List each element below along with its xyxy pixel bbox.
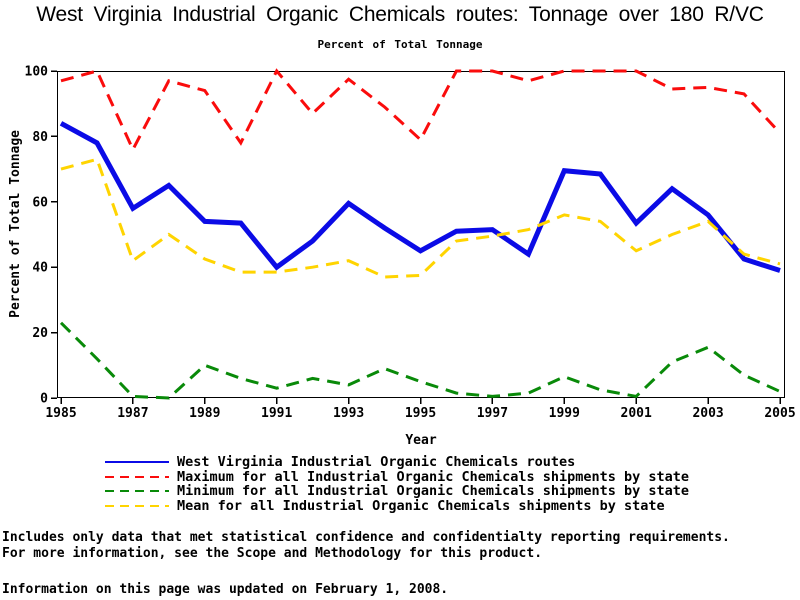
svg-text:0: 0: [40, 392, 48, 407]
svg-text:1999: 1999: [549, 406, 580, 421]
legend-item-label: Mean for all Industrial Organic Chemical…: [177, 498, 665, 515]
legend-item: Minimum for all Industrial Organic Chemi…: [104, 483, 690, 500]
legend-line-sample: [105, 490, 169, 493]
footnote-block: Includes only data that met statistical …: [2, 530, 730, 561]
svg-text:2001: 2001: [621, 406, 652, 421]
updated-note: Information on this page was updated on …: [2, 582, 449, 597]
footnote-line: For more information, see the Scope and …: [2, 545, 543, 561]
svg-text:100: 100: [25, 65, 49, 80]
svg-text:1997: 1997: [477, 406, 508, 421]
legend-item: West Virginia Industrial Organic Chemica…: [104, 454, 689, 471]
svg-text:80: 80: [32, 130, 48, 145]
svg-text:40: 40: [32, 261, 48, 276]
svg-text:1993: 1993: [333, 406, 364, 421]
legend-line-sample: [105, 475, 169, 478]
svg-text:20: 20: [32, 326, 48, 341]
legend-item-label: Maximum for all Industrial Organic Chemi…: [177, 468, 690, 485]
legend-item: Mean for all Industrial Organic Chemical…: [104, 498, 689, 515]
svg-text:2005: 2005: [764, 406, 795, 421]
svg-text:1989: 1989: [189, 406, 220, 421]
svg-text:1985: 1985: [45, 406, 76, 421]
footnote-line: Includes only data that met statistical …: [2, 530, 730, 545]
svg-text:1995: 1995: [405, 406, 436, 421]
legend-item: Maximum for all Industrial Organic Chemi…: [104, 468, 690, 485]
chart-title: West Virginia Industrial Organic Chemica…: [36, 3, 764, 26]
y-axis-label: Percent of Total Tonnage: [8, 130, 23, 318]
legend-item-label: West Virginia Industrial Organic Chemica…: [177, 454, 576, 471]
legend: West Virginia Industrial Organic Chemica…: [104, 454, 690, 515]
svg-text:1991: 1991: [261, 406, 292, 421]
legend-line-sample: [105, 505, 169, 508]
chart-subtitle: Percent of Total Tonnage: [317, 38, 483, 51]
legend-line-sample: [105, 461, 169, 464]
legend-item-label: Minimum for all Industrial Organic Chemi…: [177, 483, 690, 500]
svg-text:60: 60: [32, 195, 48, 210]
x-axis-label: Year: [405, 433, 437, 448]
svg-text:2003: 2003: [692, 406, 723, 421]
svg-text:1987: 1987: [117, 406, 148, 421]
